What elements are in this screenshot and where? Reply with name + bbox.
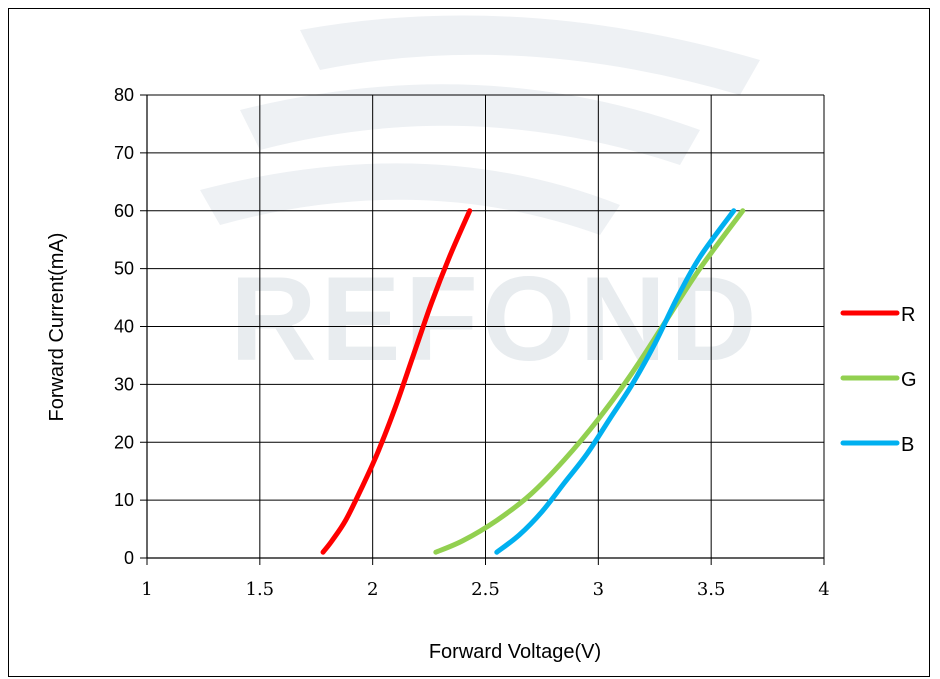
x-tick-label: 3.5: [697, 579, 726, 600]
legend-label-b: B: [901, 434, 914, 456]
x-tick-labels: 1 1.5 2 2.5 3 3.5 4: [141, 579, 829, 600]
y-tick-label: 50: [114, 259, 134, 279]
legend-label-g: G: [901, 369, 917, 391]
y-tick-label: 60: [114, 201, 134, 221]
x-axis-title: Forward Voltage(V): [429, 641, 601, 663]
x-tick-label: 2: [367, 579, 378, 600]
y-axis-title: Forward Current(mA): [46, 233, 68, 422]
watermark: REFOND: [200, 15, 761, 386]
legend-label-r: R: [901, 304, 915, 326]
y-tick-label: 80: [114, 85, 134, 105]
series-line-g: [433, 208, 746, 555]
x-tick-label: 1: [141, 579, 152, 600]
y-tick-labels: 0 10 20 30 40 50 60 70 80: [114, 85, 134, 568]
legend: R G B: [840, 304, 917, 456]
y-tick-label: 70: [114, 143, 134, 163]
series-line-r: [320, 208, 473, 555]
y-tick-label: 10: [114, 490, 134, 510]
series-lines: [320, 208, 746, 555]
series-line-b: [494, 208, 737, 555]
y-tick-label: 0: [124, 548, 134, 568]
x-tick-label: 1.5: [246, 579, 275, 600]
y-tick-label: 20: [114, 432, 134, 452]
y-tick-label: 40: [114, 317, 134, 337]
x-tick-label: 3: [593, 579, 604, 600]
x-tick-label: 2.5: [471, 579, 500, 600]
x-tick-label: 4: [818, 579, 829, 600]
y-tick-label: 30: [114, 374, 134, 394]
axes: [146, 95, 824, 559]
watermark-text: REFOND: [230, 252, 761, 386]
